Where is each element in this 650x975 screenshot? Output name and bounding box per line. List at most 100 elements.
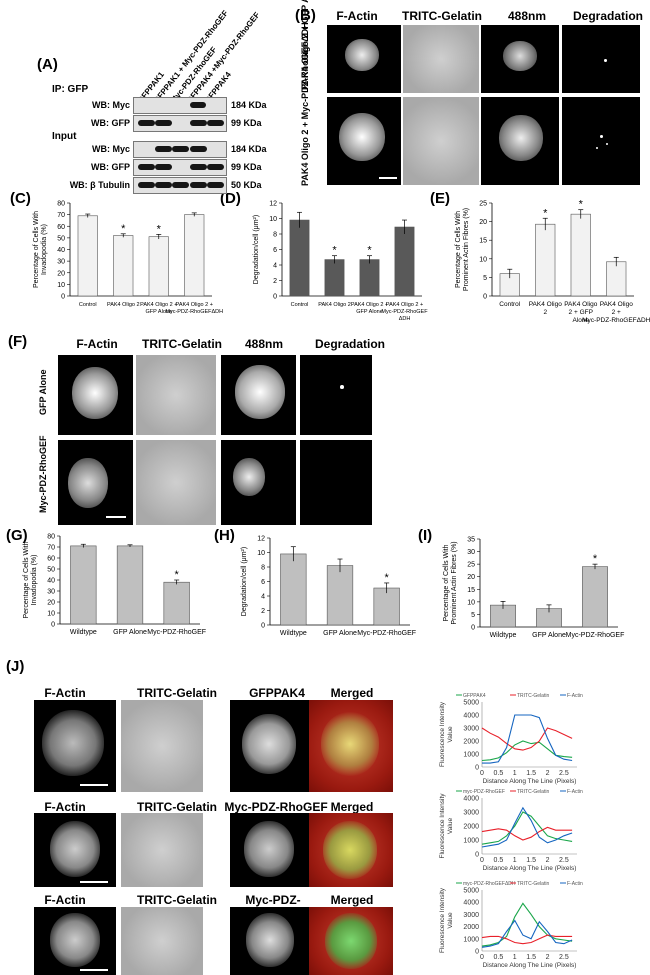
chart-i: 0 5 10 15 20 25 30 35 Percentage of Cells WithPr… [443, 537, 624, 640]
b-image-488-2 [481, 97, 559, 185]
y-tick-label: 2000 [463, 824, 479, 831]
b-image-tritc-2 [403, 97, 479, 185]
bar [77, 215, 98, 297]
y-tick-label: 1000 [463, 838, 479, 845]
x-tick-label: 0.5 [494, 770, 504, 777]
chart-d: 0 2 4 6 8 10 12 Degradation/cell (μm²) Control * P… [253, 201, 428, 323]
b-row-label-2: PAK4 Oligo 2 + Myc-PDZ-RhoGEFΔDH [300, 22, 310, 186]
y-tick-label: 10 [257, 550, 265, 557]
kda-1: 184 KDa [231, 100, 267, 110]
y-tick-label: 70 [47, 545, 55, 552]
y-tick-label: 40 [47, 578, 55, 585]
y-axis-title: Fluorescence IntensityValue [439, 887, 454, 953]
b-image-factin-2 [327, 97, 401, 185]
y-tick-label: 0 [483, 294, 487, 301]
y-tick-label: 30 [47, 589, 55, 596]
y-tick-label: 10 [269, 216, 277, 223]
series-line [481, 740, 573, 762]
series-line [481, 811, 573, 845]
x-tick-label: PAK4 Oligo 2 + Myc-PDZ-RhoGEFΔDH [582, 301, 650, 324]
x-tick-label: Control [499, 301, 521, 308]
lane-header-4: GFPPAK4 +Myc-PDZ-RhoGEF [184, 10, 262, 105]
y-tick-label: 80 [57, 201, 65, 208]
y-tick-label: 3000 [463, 810, 479, 817]
y-tick-label: 80 [47, 534, 55, 541]
y-tick-label: 15 [479, 238, 487, 245]
y-tick-label: 1000 [463, 936, 479, 943]
y-axis-title: Fluorescence IntensityValue [439, 701, 454, 767]
j1-image-protein [230, 700, 310, 792]
y-tick-label: 20 [479, 219, 487, 226]
bar [148, 236, 169, 297]
f-header-degradation: Degradation [314, 337, 385, 351]
y-tick-label: 2000 [463, 739, 479, 746]
y-axis-title: Percentage of Cells WithProminent Actin … [443, 541, 458, 624]
panel-label-f: (F) [8, 333, 28, 350]
b-header-degradation: Degradation [572, 9, 643, 23]
wb-label-5: WB: β Tubulin [69, 180, 130, 190]
x-tick-label: PAK4 Oligo 2 [529, 301, 563, 316]
series-line [481, 806, 573, 848]
j3-image-protein [230, 907, 310, 975]
y-axis-title: Degradation/cell (μm²) [253, 215, 260, 284]
panel-label-a: (A) [37, 56, 58, 73]
j3-image-tritc [121, 907, 203, 975]
j2-image-merged [309, 813, 393, 887]
chart-h: 0 2 4 6 8 10 12 Degradation/cell (μm²) Wildtype G… [241, 536, 416, 638]
x-tick-label: 0.5 [494, 954, 504, 961]
chart-j3: myc-PDZ-RhoGEFΔDH TRITC-Gelatin F-Actin010… [439, 881, 583, 969]
significance-star: * [385, 572, 390, 584]
y-tick-label: 8 [273, 232, 277, 239]
series-line [481, 902, 573, 947]
panel-label-h: (H) [214, 527, 235, 544]
series-line [481, 934, 573, 945]
x-axis-title: Distance Along The Line (Pixels) [483, 865, 577, 872]
y-tick-label: 5000 [463, 888, 479, 895]
bar [289, 219, 310, 297]
x-tick-label: 2 [546, 857, 550, 864]
y-tick-label: 0 [51, 622, 55, 629]
y-tick-label: 0 [471, 625, 475, 632]
y-axis-title: Percentage of Cells WithProminent Actin … [455, 208, 470, 291]
significance-star: * [593, 553, 598, 565]
x-tick-label: Myc-PDZ-RhoGEF [357, 630, 416, 637]
x-tick-label: Control [291, 302, 309, 308]
x-tick-label: 0.5 [494, 857, 504, 864]
y-tick-label: 6 [261, 579, 265, 586]
y-tick-label: 4 [261, 594, 265, 601]
x-tick-label: 1 [513, 770, 517, 777]
j2-header-protein: Myc-PDZ-RhoGEF [224, 800, 328, 814]
b-image-488-1 [481, 25, 559, 93]
y-tick-label: 5 [471, 612, 475, 619]
y-tick-label: 10 [57, 282, 65, 289]
y-tick-label: 70 [57, 212, 65, 219]
j1-header-tritc: TRITC-Gelatin [137, 686, 217, 700]
y-tick-label: 20 [467, 574, 475, 581]
legend-label: F-Actin [567, 789, 583, 795]
x-tick-label: 0 [480, 954, 484, 961]
j1-image-tritc [121, 700, 203, 792]
b-header-488: 488nm [507, 9, 547, 23]
bar [116, 545, 144, 625]
j2-header-tritc: TRITC-Gelatin [137, 800, 217, 814]
j2-image-factin [34, 813, 116, 887]
legend-label: F-Actin [567, 693, 583, 699]
f-header-488: 488nm [244, 337, 284, 351]
x-tick-label: 1 [513, 954, 517, 961]
kda-2: 99 KDa [231, 118, 262, 128]
y-axis-title: Fluorescence IntensityValue [439, 793, 454, 859]
f-image-factin-2 [58, 440, 133, 525]
x-tick-label: PAK4 Oligo 2 [107, 302, 140, 308]
legend-label: myc-PDZ-RhoGEF [463, 789, 505, 795]
legend-label: TRITC-Gelatin [517, 693, 549, 699]
y-tick-label: 4000 [463, 900, 479, 907]
chart-g: 0 10 20 30 40 50 60 70 80 Percentage of Cells Wit… [23, 534, 206, 637]
x-tick-label: 1.5 [526, 857, 536, 864]
bar [394, 226, 415, 297]
significance-star: * [121, 223, 126, 235]
significance-star: * [175, 569, 180, 581]
bar [163, 581, 190, 625]
f-image-488-2 [221, 440, 296, 525]
series-line [482, 714, 573, 764]
x-tick-label: 1.5 [526, 770, 536, 777]
